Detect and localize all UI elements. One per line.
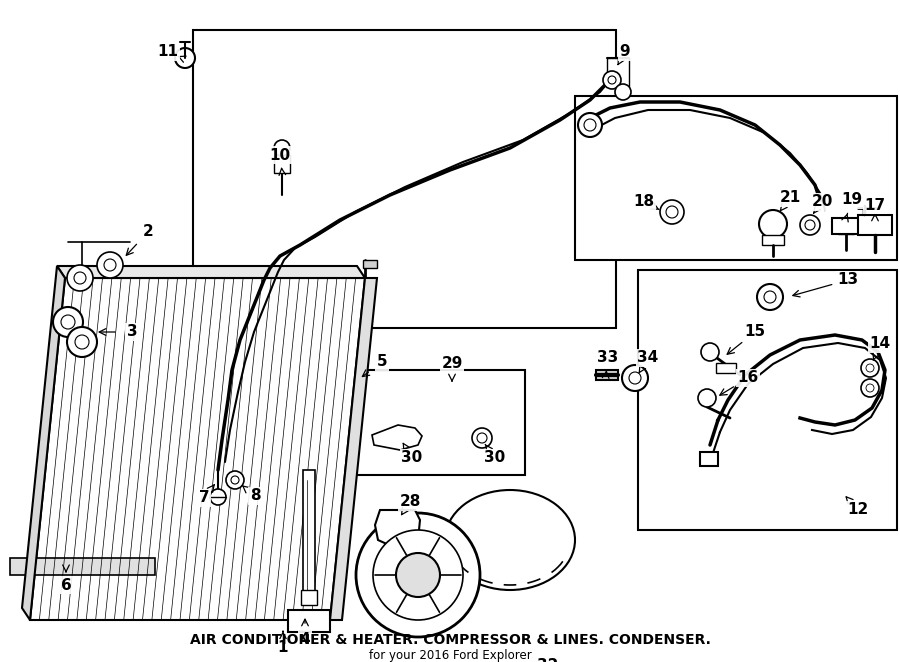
Circle shape <box>805 220 815 230</box>
Text: 13: 13 <box>837 273 859 287</box>
Circle shape <box>97 252 123 278</box>
Circle shape <box>274 140 290 156</box>
Circle shape <box>608 76 616 84</box>
Circle shape <box>666 206 678 218</box>
Bar <box>301 590 317 605</box>
Bar <box>355 370 525 475</box>
Bar <box>638 270 897 530</box>
Bar <box>274 155 290 173</box>
Circle shape <box>67 265 93 291</box>
Bar <box>607 58 629 86</box>
Text: 28: 28 <box>400 495 420 510</box>
Text: 7: 7 <box>199 491 210 506</box>
Circle shape <box>53 307 83 337</box>
Text: for your 2016 Ford Explorer: for your 2016 Ford Explorer <box>369 649 531 661</box>
Bar <box>288 610 330 632</box>
Text: 14: 14 <box>869 336 891 352</box>
Circle shape <box>61 315 75 329</box>
Text: 10: 10 <box>269 148 291 162</box>
Ellipse shape <box>445 490 575 590</box>
Bar <box>858 215 892 235</box>
Polygon shape <box>57 266 365 278</box>
Text: 18: 18 <box>634 195 654 209</box>
Circle shape <box>226 471 244 489</box>
Circle shape <box>861 379 879 397</box>
Text: 33: 33 <box>598 350 618 365</box>
Circle shape <box>866 364 874 372</box>
Circle shape <box>701 343 719 361</box>
Circle shape <box>660 200 684 224</box>
Circle shape <box>210 489 226 505</box>
Polygon shape <box>372 425 422 450</box>
Circle shape <box>356 513 480 637</box>
Text: 15: 15 <box>744 324 766 340</box>
Bar <box>716 363 736 373</box>
Bar <box>193 30 616 328</box>
Circle shape <box>477 433 487 443</box>
Text: 8: 8 <box>249 489 260 504</box>
Polygon shape <box>30 278 365 620</box>
Circle shape <box>698 389 716 407</box>
Circle shape <box>603 71 621 89</box>
Text: 17: 17 <box>864 197 886 213</box>
Bar <box>762 235 784 245</box>
Text: 2: 2 <box>142 224 153 240</box>
Polygon shape <box>330 278 377 620</box>
Text: 4: 4 <box>300 632 310 647</box>
Bar <box>700 452 718 466</box>
Text: 30: 30 <box>484 451 506 465</box>
Text: 34: 34 <box>637 350 659 365</box>
Circle shape <box>622 365 648 391</box>
Circle shape <box>67 327 97 357</box>
Text: 16: 16 <box>737 371 759 385</box>
Bar <box>832 218 860 234</box>
Text: 20: 20 <box>811 195 832 209</box>
Circle shape <box>396 553 440 597</box>
Circle shape <box>472 428 492 448</box>
Circle shape <box>615 84 631 100</box>
Text: 6: 6 <box>60 577 71 592</box>
Circle shape <box>800 215 820 235</box>
Text: 30: 30 <box>401 451 423 465</box>
Circle shape <box>578 113 602 137</box>
Circle shape <box>175 48 195 68</box>
Text: 5: 5 <box>377 354 387 369</box>
Polygon shape <box>10 558 155 575</box>
Text: 12: 12 <box>848 502 868 518</box>
Circle shape <box>373 530 463 620</box>
Circle shape <box>757 284 783 310</box>
Bar <box>575 96 897 260</box>
Circle shape <box>629 372 641 384</box>
Text: AIR CONDITIONER & HEATER. COMPRESSOR & LINES. CONDENSER.: AIR CONDITIONER & HEATER. COMPRESSOR & L… <box>190 633 710 647</box>
Circle shape <box>866 384 874 392</box>
Circle shape <box>104 259 116 271</box>
Circle shape <box>759 210 787 238</box>
Text: 21: 21 <box>779 191 801 205</box>
Text: 11: 11 <box>158 44 178 60</box>
Text: 32: 32 <box>537 657 559 662</box>
Text: 9: 9 <box>620 44 630 60</box>
Polygon shape <box>375 510 420 550</box>
Text: 1: 1 <box>278 641 288 655</box>
Circle shape <box>584 119 596 131</box>
Bar <box>303 470 315 600</box>
Polygon shape <box>22 266 65 620</box>
Circle shape <box>764 291 776 303</box>
Text: 19: 19 <box>842 193 862 207</box>
Circle shape <box>861 359 879 377</box>
Bar <box>596 370 618 380</box>
Circle shape <box>74 272 86 284</box>
Circle shape <box>75 335 89 349</box>
Bar <box>363 260 377 268</box>
Text: 3: 3 <box>127 324 138 340</box>
Circle shape <box>231 476 239 484</box>
Text: 29: 29 <box>441 357 463 371</box>
